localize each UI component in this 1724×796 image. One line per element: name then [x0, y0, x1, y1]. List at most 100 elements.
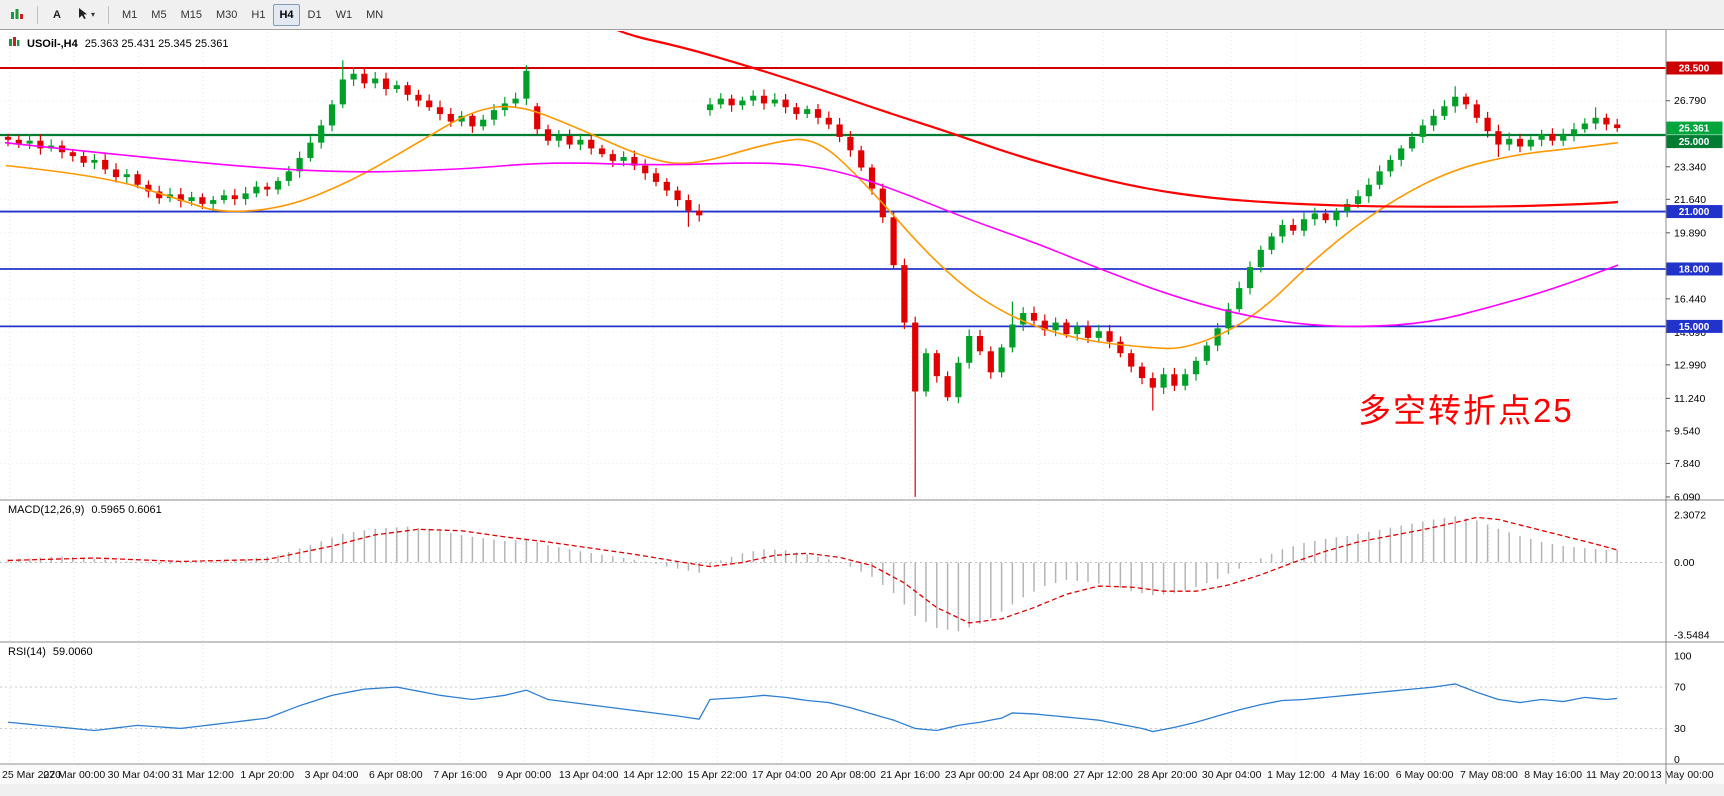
timeframe-m1-button[interactable]: M1: [116, 4, 143, 26]
candle-body: [1095, 331, 1102, 338]
rsi-axis-label: 100: [1674, 651, 1692, 663]
candle-body: [1106, 331, 1113, 342]
candle-body: [447, 113, 454, 122]
candle-body: [912, 322, 919, 392]
candle-body: [1214, 328, 1221, 346]
timeframe-h1-button[interactable]: H1: [245, 4, 271, 26]
candle-body: [760, 95, 768, 104]
candle-body: [1300, 219, 1308, 231]
candle-body: [1354, 196, 1362, 204]
candle-body: [1344, 203, 1351, 212]
candle-body: [1074, 326, 1081, 335]
price-badge-25.361: [1666, 121, 1723, 135]
time-axis-label: 4 May 16:00: [1331, 769, 1389, 781]
price-axis[interactable]: 26.79023.34021.64019.89018.14016.44014.6…: [1666, 61, 1723, 766]
time-axis-label: 13 Apr 04:00: [559, 769, 619, 781]
candle-body: [847, 136, 854, 151]
candle-body: [1570, 129, 1578, 135]
candle-body: [836, 124, 843, 137]
candle-body: [858, 150, 865, 168]
chevron-down-icon: ▾: [91, 10, 96, 19]
time-axis-label: 13 May 00:00: [1650, 769, 1714, 781]
rsi-axis-label: 30: [1674, 723, 1686, 735]
chart-annotation-text[interactable]: 多空转折点25: [1358, 392, 1574, 429]
candle-body: [134, 174, 141, 185]
timeframe-m30-button[interactable]: M30: [210, 4, 243, 26]
candle-body: [339, 79, 346, 105]
candle-body: [123, 174, 130, 178]
candle-body: [393, 85, 400, 90]
candle-body: [1041, 320, 1048, 331]
price-badge-label: 25.361: [1679, 124, 1710, 135]
candle-body: [717, 98, 724, 105]
candle-body: [588, 139, 595, 149]
candle-body: [1333, 211, 1340, 221]
candle-body: [685, 200, 692, 211]
cursor-tool-button[interactable]: ▾: [71, 4, 101, 26]
price-tick-label: 7.840: [1674, 458, 1700, 470]
candle-body: [307, 142, 314, 158]
candle-body: [404, 85, 411, 95]
price-badge-label: 28.500: [1679, 64, 1710, 75]
chart-ohlc-values: 25.363 25.431 25.345 25.361: [84, 37, 229, 50]
candle-body: [296, 157, 303, 172]
candle-body: [37, 140, 44, 149]
macd-axis-label: 2.3072: [1674, 510, 1706, 522]
macd-values: 0.5965 0.6061: [91, 504, 162, 516]
timeframe-m15-button[interactable]: M15: [175, 4, 208, 26]
candle-body: [372, 78, 379, 84]
time-axis-label: 24 Apr 08:00: [1009, 769, 1069, 781]
time-axis-label: 31 Mar 12:00: [172, 769, 234, 781]
candle-body: [523, 70, 530, 99]
candle-body: [242, 193, 249, 200]
candle-body: [253, 186, 260, 194]
rsi-panel: [0, 683, 1666, 733]
text-tool-button[interactable]: A: [45, 4, 69, 26]
candle-body: [1484, 117, 1491, 132]
candle-body: [1203, 345, 1210, 361]
time-axis-label: 30 Apr 04:00: [1202, 769, 1262, 781]
candle-body: [534, 106, 541, 130]
candle-body: [1581, 123, 1588, 130]
candle-body: [350, 73, 357, 80]
candle-body: [1160, 374, 1167, 388]
timeframe-h4-button[interactable]: H4: [273, 3, 300, 26]
timeframe-mn-button[interactable]: MN: [360, 4, 389, 26]
candle-body: [436, 107, 444, 114]
timeframe-w1-button[interactable]: W1: [330, 4, 359, 26]
timeframe-m5-button[interactable]: M5: [145, 4, 172, 26]
candle-body: [512, 98, 519, 104]
time-axis-label: 21 Apr 16:00: [880, 769, 940, 781]
candle-body: [750, 95, 757, 101]
candle-body: [566, 135, 573, 145]
charts-grid-button[interactable]: [4, 4, 30, 26]
candle-body: [663, 181, 670, 191]
candle-body: [1149, 378, 1156, 388]
ma-line-fast-orange: [5, 105, 1619, 350]
candle-body: [102, 159, 109, 170]
price-badge-18.000: [1666, 262, 1723, 276]
candle-body: [1387, 159, 1394, 172]
candle-body: [1268, 236, 1275, 250]
time-axis-label: 1 May 12:00: [1267, 769, 1325, 781]
candle-body: [1030, 313, 1038, 321]
price-tick-label: 23.340: [1674, 161, 1706, 173]
candle-body: [1365, 184, 1372, 197]
candle-body: [199, 197, 206, 204]
window-bottom-strip: [0, 784, 1724, 796]
candle-body: [480, 119, 487, 127]
candle-body: [1182, 374, 1189, 386]
candle-body: [1192, 360, 1200, 375]
timeframe-d1-button[interactable]: D1: [302, 4, 328, 26]
time-axis-label: 3 Apr 04:00: [305, 769, 359, 781]
ma-line-medium-magenta: [4, 141, 1619, 328]
rsi-value: 59.0060: [52, 646, 93, 658]
time-axis-label: 17 Apr 04:00: [752, 769, 812, 781]
candle-body: [1311, 213, 1318, 220]
candle-body: [609, 154, 616, 161]
time-axis-label: 30 Mar 04:00: [108, 769, 170, 781]
price-tick-label: 6.090: [1674, 491, 1700, 503]
